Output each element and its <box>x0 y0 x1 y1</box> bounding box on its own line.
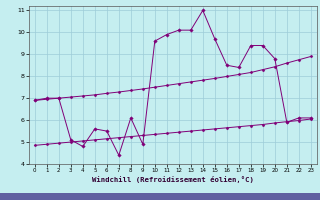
X-axis label: Windchill (Refroidissement éolien,°C): Windchill (Refroidissement éolien,°C) <box>92 176 254 183</box>
